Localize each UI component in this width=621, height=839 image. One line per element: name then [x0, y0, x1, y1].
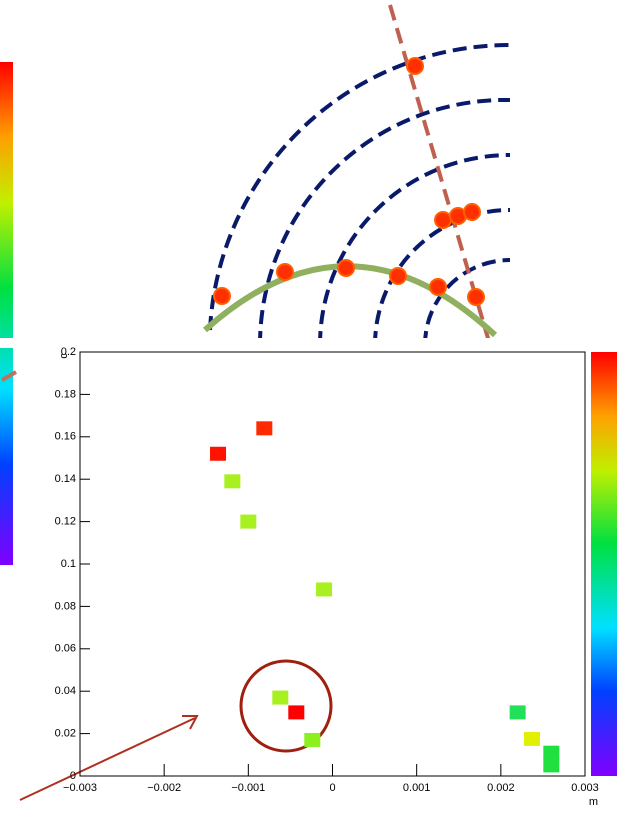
y-tick-label: 0.08 [55, 600, 76, 612]
x-axis-label: m [589, 796, 598, 808]
point [316, 582, 333, 597]
point [240, 514, 257, 529]
x-tick-label: −0.003 [63, 782, 97, 794]
y-tick-label: 0.16 [55, 431, 76, 443]
point [224, 474, 241, 489]
y-tick-label: 0.12 [55, 516, 76, 528]
y-tick-label: 0.04 [55, 685, 76, 697]
point [256, 421, 273, 436]
arrow [19, 715, 199, 801]
y-tick-label: 0.14 [55, 473, 76, 485]
y-tick-label: 0.1 [61, 558, 76, 570]
y-tick-label: 0.18 [55, 388, 76, 400]
point [523, 731, 540, 746]
x-tick-label: −0.001 [231, 782, 265, 794]
x-tick-label: 0 [329, 782, 335, 794]
x-tick-label: 0.002 [487, 782, 515, 794]
y-tick-label: 0.2 [61, 346, 76, 358]
mask [0, 338, 580, 348]
point [543, 758, 560, 773]
point [304, 732, 321, 747]
y-tick-label: 0 [70, 770, 76, 782]
x-tick-label: −0.002 [147, 782, 181, 794]
x-tick-label: 0.003 [571, 782, 599, 794]
point [272, 690, 289, 705]
y-axis-label: c [58, 353, 70, 359]
x-tick-label: 0.001 [403, 782, 431, 794]
highlight-circle [239, 659, 333, 753]
point [288, 705, 305, 720]
point [543, 745, 560, 760]
plot-frame [79, 351, 586, 777]
y-tick-label: 0.02 [55, 728, 76, 740]
hough-diagram [0, 4, 511, 565]
point [509, 705, 526, 720]
y-tick-label: 0.06 [55, 643, 76, 655]
point [210, 446, 227, 461]
color-palette [591, 352, 617, 776]
